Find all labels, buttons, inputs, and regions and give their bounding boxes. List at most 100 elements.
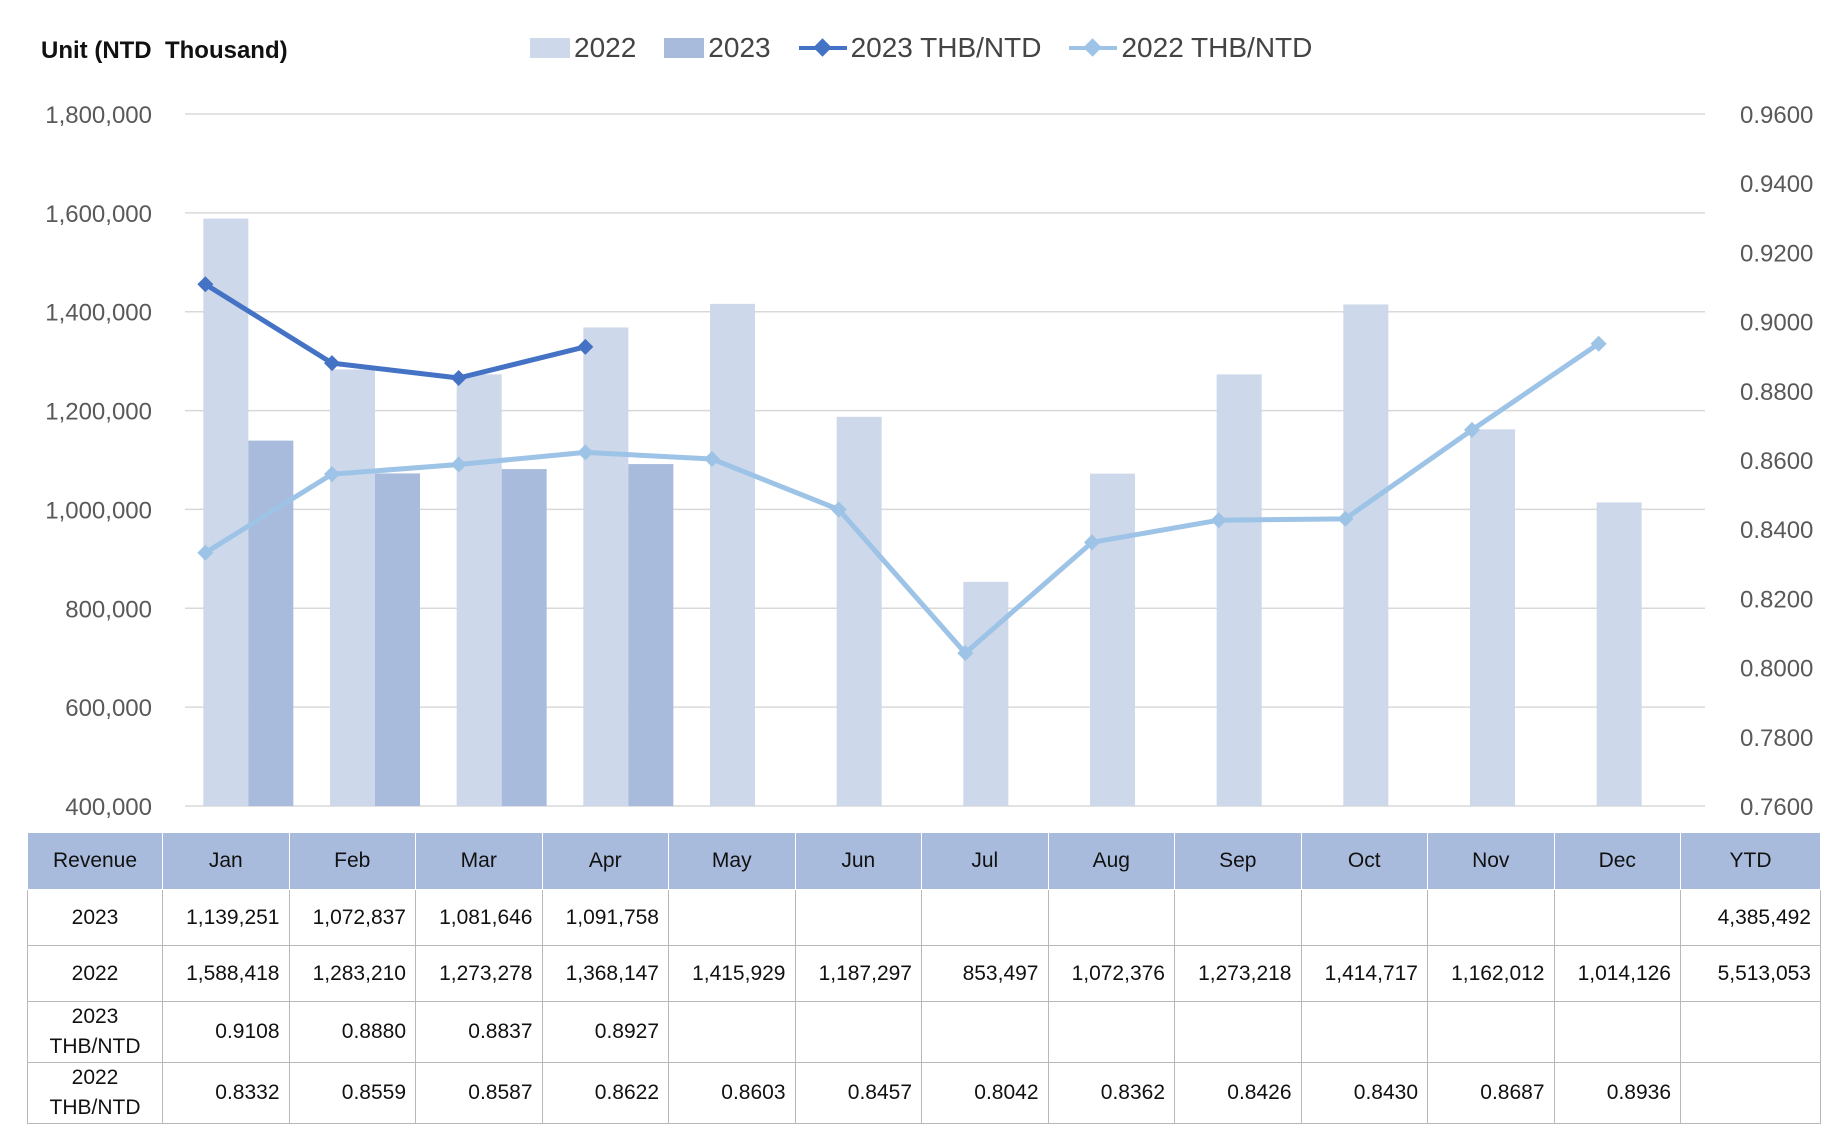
legend-label-2023-rate: 2023 THB/NTD — [850, 32, 1042, 63]
table-header-mar: Mar — [415, 832, 543, 890]
table-cell — [1047, 1001, 1175, 1063]
marker-2022-thb-ntd-dec — [1590, 335, 1607, 352]
table-cell: 1,368,147 — [541, 945, 669, 1002]
table-row: 2022 1,588,418 1,283,210 1,273,278 1,368,147… — [27, 945, 1821, 1002]
y-right-tick-label: 0.9400 — [1740, 171, 1813, 198]
table-cell — [794, 889, 922, 946]
table-cell: 0.8927 — [541, 1001, 669, 1063]
table-header-oct: Oct — [1300, 832, 1428, 890]
table-cell: 0.8687 — [1427, 1062, 1555, 1124]
y-left-tick-label: 600,000 — [65, 695, 152, 722]
table-header-sep: Sep — [1174, 832, 1302, 890]
table-cell — [1427, 889, 1555, 946]
bar-2023-feb — [375, 473, 420, 806]
table-cell — [1427, 1001, 1555, 1063]
chart-legend: 2022 2023 2023 THB/NTD 2022 THB/NTD — [530, 28, 1340, 68]
table-cell: 0.8880 — [288, 1001, 416, 1063]
table-cell: 0.8426 — [1174, 1062, 1302, 1124]
table-cell: 0.9108 — [162, 1001, 290, 1063]
table-cell — [1553, 1001, 1681, 1063]
table-cell: 1,273,278 — [415, 945, 543, 1002]
table-cell: 4,385,492 — [1680, 889, 1821, 946]
table-cell: 5,513,053 — [1680, 945, 1821, 1002]
table-header-apr: Apr — [541, 832, 669, 890]
marker-2022-thb-ntd-jul — [957, 645, 974, 662]
table-cell — [668, 1001, 796, 1063]
marker-2023-thb-ntd-apr — [577, 338, 594, 355]
y-right-tick-label: 0.9600 — [1740, 102, 1813, 129]
marker-2023-thb-ntd-jan — [197, 276, 214, 293]
legend-swatch-2023-rate — [798, 38, 847, 58]
y-left-tick-label: 1,000,000 — [45, 497, 152, 524]
table-cell: 1,414,717 — [1300, 945, 1428, 1002]
table-cell: 0.8362 — [1047, 1062, 1175, 1124]
table-header-feb: Feb — [288, 832, 416, 890]
legend-item-2023-rate: 2023 THB/NTD — [798, 32, 1042, 64]
y-right-tick-label: 0.8200 — [1740, 586, 1813, 613]
table-cell: 0.8430 — [1300, 1062, 1428, 1124]
legend-label-2023: 2023 — [708, 32, 771, 63]
table-cell: 1,072,837 — [288, 889, 416, 946]
marker-2023-thb-ntd-mar — [450, 369, 467, 386]
table-cell: 0.8559 — [288, 1062, 416, 1124]
table-header-jun: Jun — [794, 832, 922, 890]
y-right-tick-label: 0.8400 — [1740, 517, 1813, 544]
table-header-row: Revenue Jan Feb Mar Apr May Jun Jul Aug Sep Oct Nov… — [27, 832, 1821, 890]
y-right-tick-label: 0.8800 — [1740, 379, 1813, 406]
unit-label: Unit (NTD Thousand) — [41, 37, 288, 64]
line-2023-thb-ntd — [204, 282, 586, 381]
bar-2022-jul — [963, 581, 1009, 806]
revenue-table: Revenue Jan Feb Mar Apr May Jun Jul Aug Sep Oct Nov… — [27, 832, 1821, 1124]
table-cell: 0.8457 — [794, 1062, 922, 1124]
bar-2022-jun — [836, 416, 882, 806]
table-cell — [1174, 1001, 1302, 1063]
table-cell: 1,139,251 — [162, 889, 290, 946]
table-cell — [668, 889, 796, 946]
table-cell — [794, 1001, 922, 1063]
table-cell: 0.8332 — [162, 1062, 290, 1124]
bar-2022-sep — [1216, 374, 1262, 806]
legend-item-2022-rate: 2022 THB/NTD — [1069, 32, 1312, 64]
y-right-tick-label: 0.8000 — [1740, 656, 1813, 683]
y-left-tick-label: 1,800,000 — [45, 102, 152, 129]
table-cell: 1,072,376 — [1047, 945, 1175, 1002]
table-header-dec: Dec — [1553, 832, 1681, 890]
table-header-ytd: YTD — [1680, 832, 1821, 890]
y-left-tick-label: 400,000 — [65, 794, 152, 821]
marker-2022-thb-ntd-mar — [450, 456, 467, 473]
table-cell — [1680, 1001, 1821, 1063]
table-cell — [921, 889, 1049, 946]
table-cell: 0.8622 — [541, 1062, 669, 1124]
combo-chart: Unit (NTD Thousand) 2022 2023 2023 THB/N… — [41, 28, 1813, 821]
table-header-jul: Jul — [921, 832, 1049, 890]
table-cell — [1174, 889, 1302, 946]
table-cell: 1,273,218 — [1174, 945, 1302, 1002]
table-row: 2023 THB/NTD 0.9108 0.8880 0.8837 0.8927 — [27, 1001, 1821, 1063]
y-right-tick-label: 0.9200 — [1740, 240, 1813, 267]
marker-2022-thb-ntd-feb — [324, 466, 340, 483]
chart-plot-area: 400,000 600,000 800,000 1,000,000 1,200,000 1… — [45, 102, 1813, 821]
table-cell: 1,081,646 — [415, 889, 543, 946]
table-cell — [1047, 889, 1175, 946]
bar-2022-oct — [1343, 304, 1389, 806]
bar-2022-jan — [203, 218, 249, 806]
bar-2023-jan — [248, 440, 294, 806]
legend-label-2022-rate: 2022 THB/NTD — [1121, 32, 1313, 63]
table-cell: 1,588,418 — [162, 945, 290, 1002]
y-right-tick-label: 0.7800 — [1740, 725, 1813, 752]
bar-2022-nov — [1470, 429, 1515, 806]
bar-2022-feb — [330, 369, 375, 806]
table-cell: 1,415,929 — [668, 945, 796, 1002]
table-cell: 0.8587 — [415, 1062, 543, 1124]
table-cell — [921, 1001, 1049, 1063]
table-cell — [1300, 1001, 1428, 1063]
bar-2022-apr — [583, 327, 629, 806]
table-cell — [1300, 889, 1428, 946]
y-left-tick-label: 1,400,000 — [45, 300, 152, 327]
table-header-nov: Nov — [1427, 832, 1555, 890]
table-cell: 1,162,012 — [1427, 945, 1555, 1002]
table-cell: 1,091,758 — [541, 889, 669, 946]
y-right-tick-label: 0.8600 — [1740, 448, 1813, 475]
marker-2022-thb-ntd-jan — [197, 544, 214, 561]
bar-2023-mar — [501, 469, 547, 806]
